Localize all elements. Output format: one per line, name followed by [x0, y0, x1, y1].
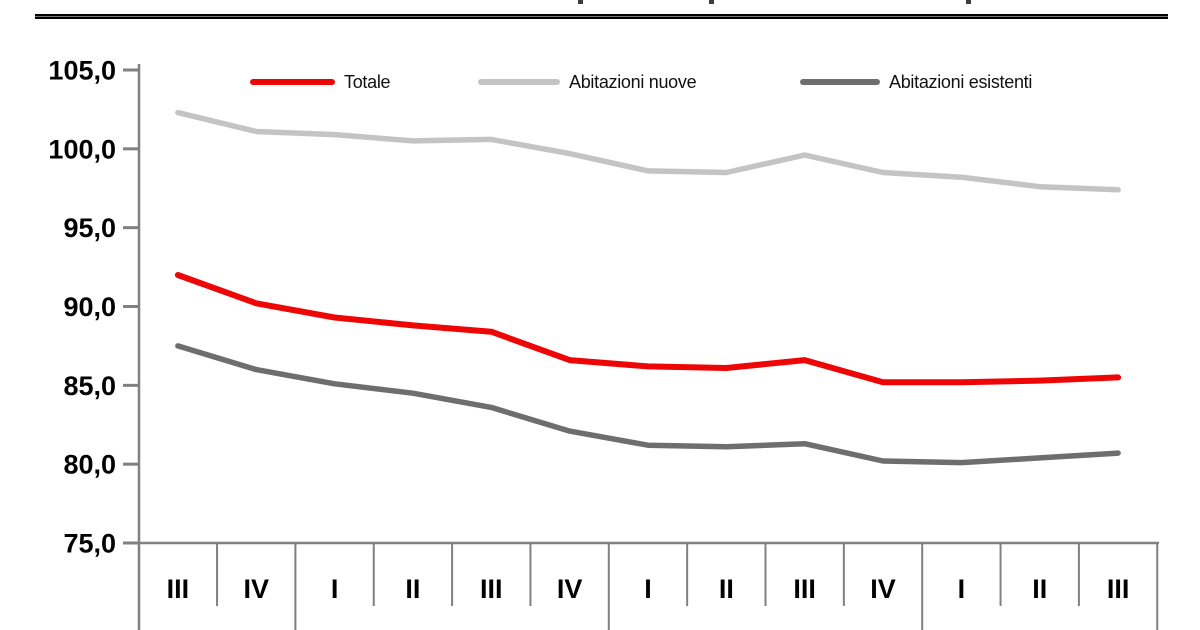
y-tick-label: 95,0	[63, 213, 116, 243]
x-quarter-label: III	[167, 574, 190, 604]
chart-legend: Totale Abitazioni nuove Abitazioni esist…	[0, 70, 1200, 94]
abitazioni-esistenti-line-swatch	[800, 79, 880, 85]
x-quarter-label: II	[719, 574, 734, 604]
x-quarter-label: III	[480, 574, 503, 604]
legend-item-totale: Totale	[250, 70, 391, 94]
y-tick-label: 75,0	[63, 529, 116, 559]
x-quarter-label: I	[958, 574, 966, 604]
x-quarter-label: I	[644, 574, 652, 604]
x-quarter-label: IV	[557, 574, 583, 604]
series-line-abitazioni-esistenti	[175, 343, 1121, 466]
x-quarter-label: IV	[870, 574, 896, 604]
cropped-title-fragment	[578, 0, 583, 4]
cropped-title-fragment	[966, 0, 971, 4]
series-line-totale	[174, 272, 1122, 386]
y-tick-label: 90,0	[63, 292, 116, 322]
x-quarter-label: II	[405, 574, 420, 604]
legend-item-abitazioni-nuove: Abitazioni nuove	[478, 70, 697, 94]
abitazioni-nuove-line-swatch	[478, 79, 560, 85]
x-quarter-label: IV	[243, 574, 269, 604]
cropped-title-fragment	[709, 0, 714, 4]
series-line-abitazioni-nuove	[175, 109, 1121, 193]
y-tick-label: 80,0	[63, 450, 116, 480]
legend-label-totale: Totale	[344, 71, 391, 92]
y-tick-label: 105,0	[48, 55, 116, 85]
y-tick-label: 100,0	[48, 134, 116, 164]
legend-item-abitazioni-esistenti: Abitazioni esistenti	[800, 70, 1032, 94]
x-quarter-label: II	[1032, 574, 1047, 604]
x-quarter-label: III	[793, 574, 816, 604]
legend-label-abitazioni-esistenti: Abitazioni esistenti	[889, 71, 1033, 92]
legend-label-abitazioni-nuove: Abitazioni nuove	[569, 71, 697, 92]
title-divider-rule	[35, 14, 1168, 19]
y-tick-label: 85,0	[63, 371, 116, 401]
x-quarter-label: I	[331, 574, 339, 604]
x-quarter-label: III	[1107, 574, 1130, 604]
totale-line-swatch	[250, 79, 335, 85]
